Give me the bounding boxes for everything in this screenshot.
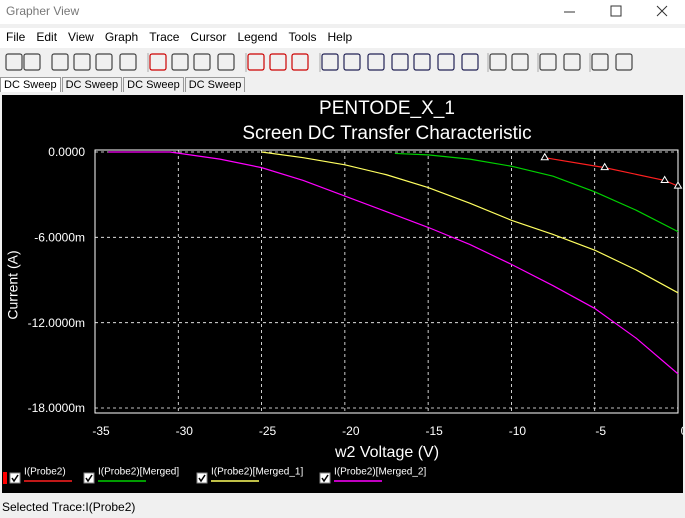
toolbar-button[interactable] xyxy=(343,53,361,71)
toolbar-button[interactable] xyxy=(321,53,339,71)
legend-label: I(Probe2)[Merged] xyxy=(98,467,179,478)
window-controls xyxy=(564,5,668,17)
chart: PENTODE_X_1 Screen DC Transfer Characteri… xyxy=(2,95,683,493)
chart-subtitle: Screen DC Transfer Characteristic xyxy=(242,123,531,144)
marker xyxy=(540,152,550,161)
toolbar-button[interactable] xyxy=(615,53,633,71)
toolbar-button[interactable] xyxy=(5,53,23,71)
toolbar xyxy=(0,50,685,75)
menu-item[interactable]: Graph xyxy=(104,30,139,44)
series-line xyxy=(261,151,679,294)
legend-check xyxy=(11,474,19,483)
toolbar-button[interactable] xyxy=(367,53,385,71)
y-tick-label: -18.0000m xyxy=(28,401,85,415)
toolbar-button[interactable] xyxy=(563,53,581,71)
tab[interactable]: DC Sweep xyxy=(0,77,61,92)
toolbar-button[interactable] xyxy=(51,53,69,71)
toolbar-button[interactable] xyxy=(73,53,91,71)
toolbar-button[interactable] xyxy=(511,53,529,71)
x-tick-label: -30 xyxy=(176,424,194,438)
menu-item[interactable]: Legend xyxy=(237,30,278,44)
menu-item[interactable]: Help xyxy=(327,30,353,44)
toolbar-button[interactable] xyxy=(149,53,167,71)
menu-bar: File Edit View Graph Trace Cursor Legend Tools H… xyxy=(0,28,685,48)
toolbar-button[interactable] xyxy=(23,53,41,71)
y-tick-label: -6.0000m xyxy=(34,231,85,245)
menu-item[interactable]: Cursor xyxy=(190,30,227,44)
x-tick-label: -15 xyxy=(425,424,443,438)
legend-check xyxy=(85,474,93,483)
legend-label: I(Probe2)[Merged_2] xyxy=(334,467,426,478)
legend-label: I(Probe2)[Merged_1] xyxy=(211,467,303,478)
marker xyxy=(673,181,683,189)
x-tick-label: -10 xyxy=(509,424,527,438)
legend-checkbox[interactable] xyxy=(196,472,208,484)
maximize-button[interactable] xyxy=(610,5,622,17)
chart-title: PENTODE_X_1 xyxy=(319,98,455,119)
plot-frame xyxy=(94,149,679,414)
x-tick-label: 0 xyxy=(681,424,683,438)
toolbar-button[interactable] xyxy=(247,53,265,71)
tab[interactable]: DC Sweep xyxy=(61,77,123,92)
toolbar-button[interactable] xyxy=(437,53,455,71)
series-line xyxy=(108,151,679,375)
x-axis-label: w2 Voltage (V) xyxy=(334,444,439,461)
window-title: Grapher View xyxy=(6,4,80,18)
menu-item[interactable]: File xyxy=(6,30,26,44)
toolbar-button[interactable] xyxy=(193,53,211,71)
legend-label: I(Probe2) xyxy=(24,467,66,478)
toolbar-button[interactable] xyxy=(461,53,479,71)
legend-check xyxy=(198,474,206,483)
toolbar-button[interactable] xyxy=(539,53,557,71)
menu-item[interactable]: Edit xyxy=(36,30,58,44)
selected-indicator xyxy=(3,472,7,484)
toolbar-button[interactable] xyxy=(217,53,235,71)
toolbar-button[interactable] xyxy=(413,53,431,71)
title-bar: Grapher View xyxy=(0,0,685,24)
x-tick-label: -25 xyxy=(259,424,277,438)
toolbar-button[interactable] xyxy=(291,53,309,71)
tab-strip: DC Sweep DC Sweep DC Sweep DC Sweep xyxy=(0,77,246,95)
menu-item[interactable]: Tools xyxy=(288,30,317,44)
menu-item[interactable]: Trace xyxy=(149,30,180,44)
tab[interactable]: DC Sweep xyxy=(184,77,246,92)
toolbar-button[interactable] xyxy=(119,53,137,71)
toolbar-button[interactable] xyxy=(269,53,287,71)
toolbar-button[interactable] xyxy=(171,53,189,71)
x-tick-label: -35 xyxy=(92,424,110,438)
legend-checkbox[interactable] xyxy=(83,472,95,484)
y-tick-label: 0.0000 xyxy=(48,145,85,159)
close-button[interactable] xyxy=(656,5,668,17)
series-line xyxy=(544,157,679,187)
marker xyxy=(660,175,670,183)
y-axis-label: Current (A) xyxy=(5,250,21,319)
x-tick-label: -20 xyxy=(342,424,360,438)
series-line xyxy=(394,152,679,233)
toolbar-button[interactable] xyxy=(391,53,409,71)
toolbar-button[interactable] xyxy=(95,53,113,71)
status-bar: Selected Trace:I(Probe2) xyxy=(2,500,136,514)
legend-checkbox[interactable] xyxy=(319,472,331,484)
x-tick-label: -5 xyxy=(595,424,606,438)
legend-check xyxy=(321,474,329,483)
y-tick-label: -12.0000m xyxy=(28,316,85,330)
toolbar-button[interactable] xyxy=(489,53,507,71)
menu-item[interactable]: View xyxy=(68,30,94,44)
marker xyxy=(600,162,610,171)
legend-checkbox[interactable] xyxy=(9,472,21,484)
toolbar-button[interactable] xyxy=(591,53,609,71)
tab[interactable]: DC Sweep xyxy=(123,77,184,92)
